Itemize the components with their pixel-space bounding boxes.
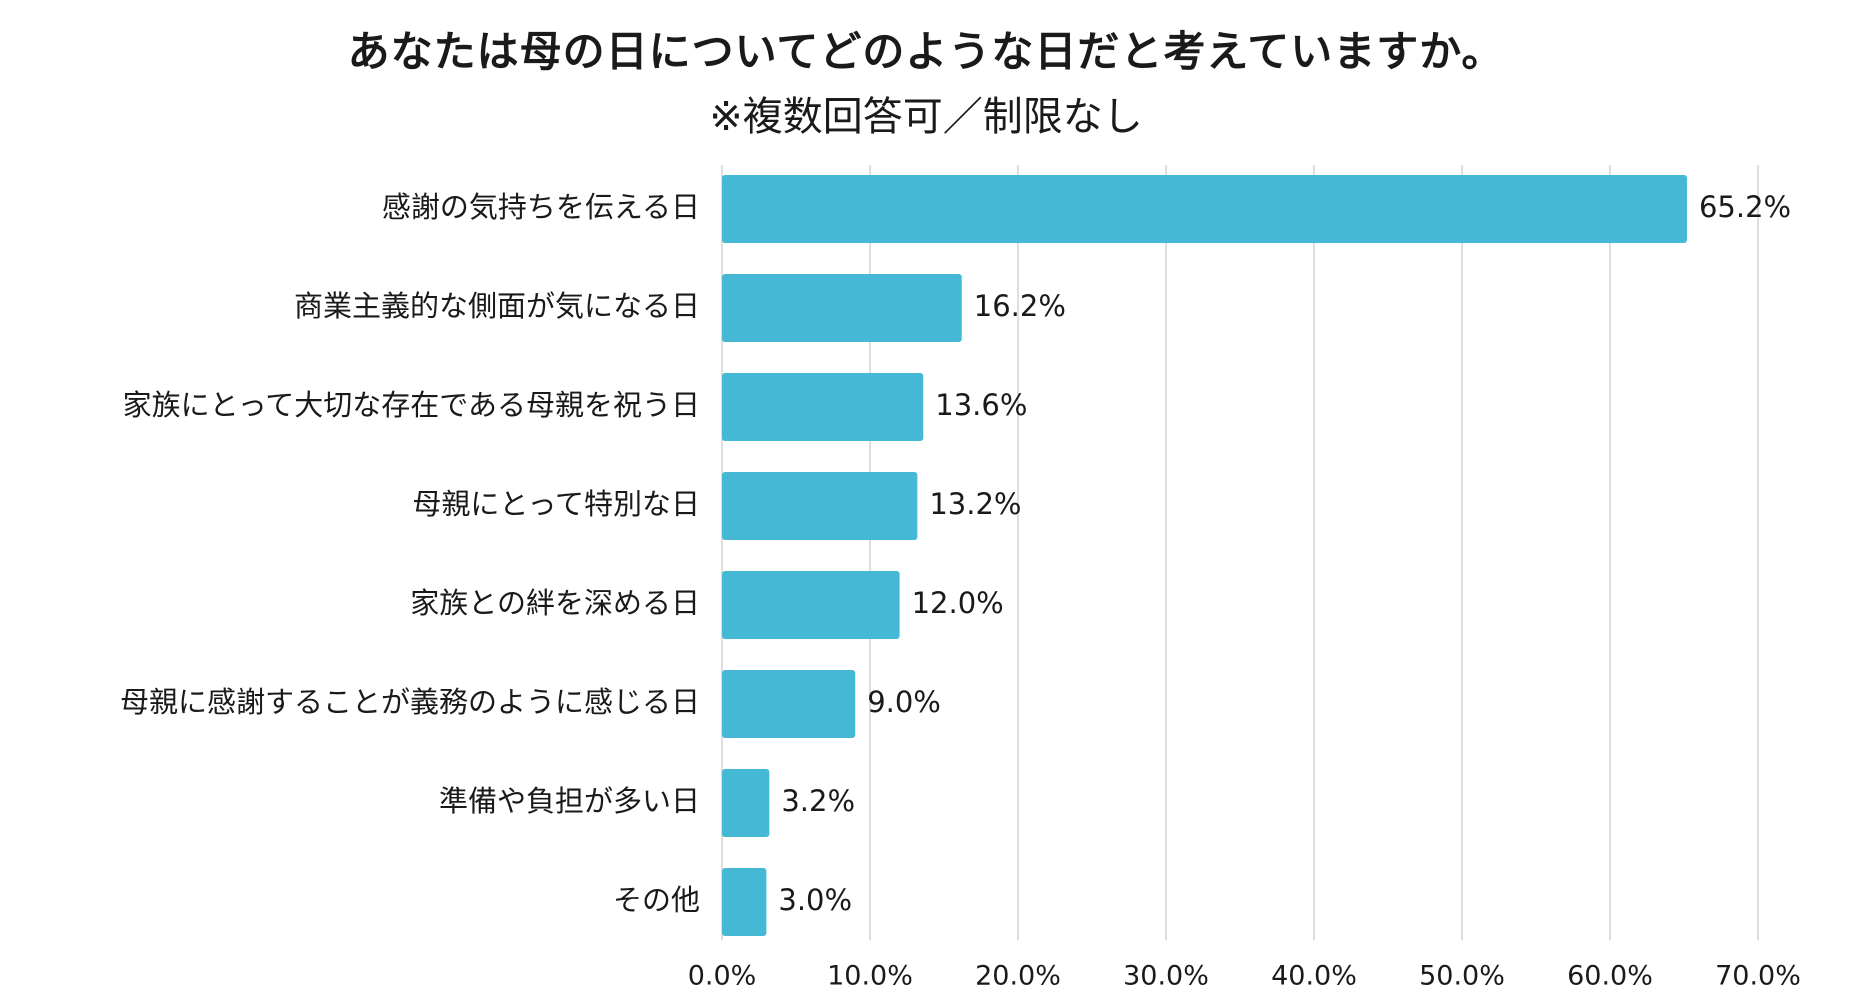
x-tick-label: 10.0% xyxy=(827,961,913,992)
bar xyxy=(722,175,1687,243)
chart-title: あなたは母の日についてどのような日だと考えていますか。 xyxy=(347,27,1505,76)
x-tick-label: 0.0% xyxy=(688,961,757,992)
category-label: 商業主義的な側面が気になる日 xyxy=(294,289,700,323)
x-tick-label: 70.0% xyxy=(1715,961,1801,992)
value-label: 3.0% xyxy=(778,883,852,917)
bar xyxy=(722,670,856,738)
value-label: 13.6% xyxy=(935,388,1027,422)
bar xyxy=(722,769,770,837)
value-label: 13.2% xyxy=(929,487,1021,521)
x-tick-label: 60.0% xyxy=(1567,961,1653,992)
value-label: 65.2% xyxy=(1699,190,1791,224)
category-label: 家族にとって大切な存在である母親を祝う日 xyxy=(123,388,700,422)
bar xyxy=(722,472,918,540)
bar xyxy=(722,274,962,342)
x-tick-label: 20.0% xyxy=(975,961,1061,992)
category-label: その他 xyxy=(613,883,700,917)
category-label: 母親にとって特別な日 xyxy=(412,487,700,521)
x-tick-label: 30.0% xyxy=(1123,961,1209,992)
chart-subtitle: ※複数回答可／制限なし xyxy=(709,94,1143,140)
value-label: 3.2% xyxy=(781,784,855,818)
value-label: 9.0% xyxy=(867,685,941,719)
value-label: 16.2% xyxy=(974,289,1066,323)
value-label: 12.0% xyxy=(912,586,1004,620)
category-label: 母親に感謝することが義務のように感じる日 xyxy=(120,685,700,719)
bar xyxy=(722,571,900,639)
x-tick-label: 50.0% xyxy=(1419,961,1505,992)
bar xyxy=(722,868,767,936)
category-label: 感謝の気持ちを伝える日 xyxy=(382,190,700,224)
x-tick-label: 40.0% xyxy=(1271,961,1357,992)
category-label: 準備や負担が多い日 xyxy=(439,784,700,818)
category-label: 家族との絆を深める日 xyxy=(410,586,700,620)
bar xyxy=(722,373,924,441)
